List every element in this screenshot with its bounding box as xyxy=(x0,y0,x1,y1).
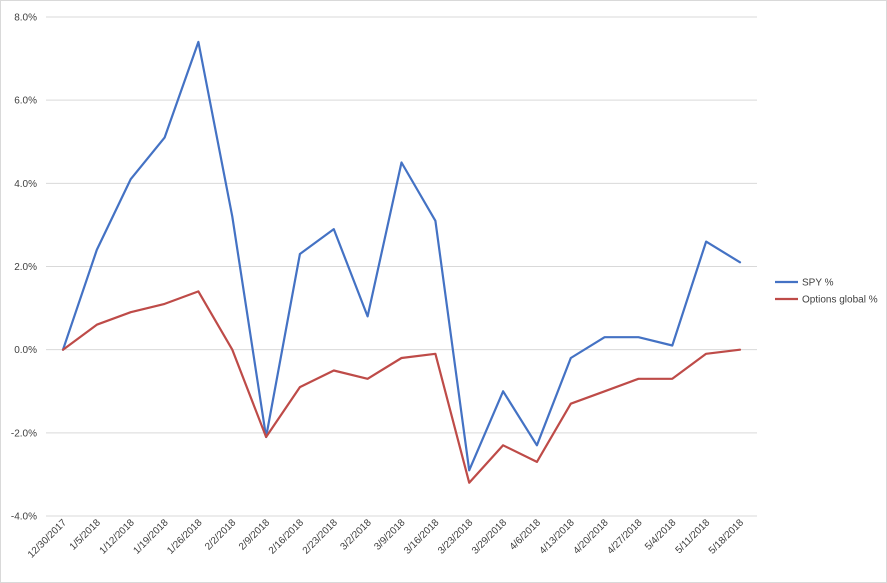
y-tick-label: 8.0% xyxy=(14,13,37,24)
y-tick-label: 6.0% xyxy=(14,96,37,107)
x-tick-label: 4/27/2018 xyxy=(605,517,645,557)
y-tick-label: 2.0% xyxy=(14,262,37,273)
x-tick-label: 1/26/2018 xyxy=(165,517,205,557)
x-tick-label: 4/13/2018 xyxy=(538,517,578,557)
y-tick-label: 0.0% xyxy=(14,345,37,356)
x-tick-label: 2/2/2018 xyxy=(203,517,239,553)
x-tick-label: 3/29/2018 xyxy=(470,517,510,557)
y-tick-label: -4.0% xyxy=(11,512,37,523)
x-tick-label: 2/23/2018 xyxy=(301,517,341,557)
series-lines xyxy=(61,40,742,484)
x-tick-label: 4/20/2018 xyxy=(571,517,611,557)
x-tick-label: 1/19/2018 xyxy=(131,517,171,557)
y-axis-ticks: -4.0% -2.0% 0.0% 2.0% 4.0% 6.0% 8.0% xyxy=(11,13,37,523)
y-tick-label: -2.0% xyxy=(11,428,37,439)
x-tick-label: 12/30/2017 xyxy=(26,517,69,560)
x-tick-label: 3/2/2018 xyxy=(338,517,374,553)
legend: SPY % Options global % xyxy=(775,278,878,306)
x-tick-label: 2/16/2018 xyxy=(267,517,307,557)
x-tick-label: 3/23/2018 xyxy=(436,517,476,557)
x-tick-label: 5/11/2018 xyxy=(674,517,713,556)
series-line-spy xyxy=(61,40,742,472)
legend-label: Options global % xyxy=(802,295,878,306)
x-tick-label: 1/12/2018 xyxy=(98,517,138,557)
x-tick-label: 5/18/2018 xyxy=(707,517,747,557)
x-axis: 12/30/20171/5/20181/12/20181/19/20181/26… xyxy=(26,515,757,561)
gridlines xyxy=(46,16,757,517)
legend-label: SPY % xyxy=(802,278,834,289)
x-tick-label: 3/16/2018 xyxy=(402,517,442,557)
series-line-options-global xyxy=(61,290,742,484)
y-tick-label: 4.0% xyxy=(14,179,37,190)
